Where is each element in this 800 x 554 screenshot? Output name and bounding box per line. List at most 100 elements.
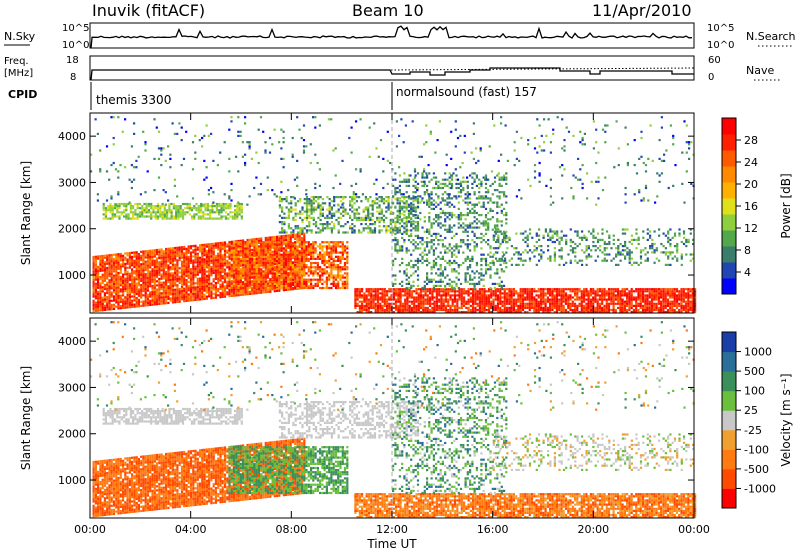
heatmap-cell xyxy=(253,252,256,255)
heatmap-cell xyxy=(285,282,288,285)
heatmap-cell xyxy=(372,294,375,297)
heatmap-cell xyxy=(515,311,518,314)
heatmap-cell xyxy=(553,306,556,309)
heatmap-cell xyxy=(300,241,304,244)
heatmap-cell xyxy=(232,257,236,260)
heatmap-cell xyxy=(212,255,215,258)
heatmap-cell xyxy=(287,234,290,237)
heatmap-cell xyxy=(200,211,203,214)
heatmap-cell xyxy=(483,294,486,297)
heatmap-cell xyxy=(201,298,204,301)
heatmap-cell xyxy=(119,298,122,301)
heatmap-cell xyxy=(472,292,475,295)
heatmap-cell xyxy=(151,301,154,304)
heatmap-cell xyxy=(355,210,358,213)
heatmap-cell xyxy=(236,205,239,208)
heatmap-cell xyxy=(158,279,161,283)
heatmap-cell xyxy=(196,294,199,297)
heatmap-cell xyxy=(371,218,374,222)
heatmap-cell xyxy=(260,291,263,294)
heatmap-cell xyxy=(316,253,319,256)
heatmap-cell xyxy=(244,257,247,260)
heatmap-cell xyxy=(174,278,177,281)
heatmap-cell xyxy=(106,258,109,261)
heatmap-cell xyxy=(158,302,161,305)
heatmap-cell xyxy=(175,217,178,220)
heatmap-cell xyxy=(296,256,299,259)
heatmap-cell xyxy=(226,276,229,279)
heatmap-cell xyxy=(278,275,281,278)
heatmap-cell xyxy=(316,280,319,283)
heatmap-cell xyxy=(467,290,470,293)
heatmap-cell xyxy=(319,286,322,290)
heatmap-cell xyxy=(444,298,447,301)
heatmap-cell xyxy=(282,249,285,252)
heatmap-cell xyxy=(237,268,240,271)
heatmap-cell xyxy=(282,257,285,260)
heatmap-cell xyxy=(333,198,336,201)
heatmap-cell xyxy=(223,243,227,246)
heatmap-cell xyxy=(285,286,288,290)
heatmap-cell xyxy=(185,293,188,296)
heatmap-cell xyxy=(248,278,251,281)
heatmap-cell xyxy=(438,300,441,303)
heatmap-cell xyxy=(228,253,231,256)
heatmap-cell xyxy=(246,249,249,252)
heatmap-cell xyxy=(412,206,415,209)
heatmap-cell xyxy=(230,253,233,256)
heatmap-cell xyxy=(339,261,342,265)
heatmap-cell xyxy=(165,264,168,267)
heatmap-cell xyxy=(197,209,200,212)
heatmap-cell xyxy=(140,271,143,274)
heatmap-cell xyxy=(203,268,206,271)
heatmap-cell xyxy=(237,254,240,257)
heatmap-cell xyxy=(165,277,168,280)
heatmap-cell xyxy=(158,292,161,295)
heatmap-cell xyxy=(324,227,327,230)
heatmap-cell xyxy=(150,207,153,210)
heatmap-cell xyxy=(262,247,265,250)
heatmap-cell xyxy=(108,297,111,301)
heatmap-cell xyxy=(142,281,145,284)
heatmap-cell xyxy=(246,241,249,244)
heatmap-cell xyxy=(180,260,184,263)
heatmap-cell xyxy=(269,278,272,281)
heatmap-cell xyxy=(162,289,165,292)
heatmap-cell xyxy=(223,274,227,277)
heatmap-cell xyxy=(380,210,383,213)
heatmap-cell xyxy=(389,229,392,232)
heatmap-cell xyxy=(316,255,319,258)
heatmap-cell xyxy=(285,198,288,201)
heatmap-cell xyxy=(160,281,163,284)
heatmap-cell xyxy=(405,200,408,203)
heatmap-cell xyxy=(287,255,290,258)
heatmap-cell xyxy=(535,306,538,309)
heatmap-cell xyxy=(530,292,534,295)
heatmap-cell xyxy=(353,196,356,199)
heatmap-cell xyxy=(185,254,188,257)
heatmap-cell xyxy=(269,284,272,287)
heatmap-cell xyxy=(412,208,415,211)
heatmap-cell xyxy=(365,308,368,312)
heatmap-cell xyxy=(419,290,423,293)
heatmap-cell xyxy=(449,308,452,312)
heatmap-cell xyxy=(187,268,190,271)
heatmap-cell xyxy=(209,211,212,214)
heatmap-cell xyxy=(282,247,285,250)
heatmap-cell xyxy=(146,266,150,269)
heatmap-cell xyxy=(99,303,102,306)
heatmap-cell xyxy=(343,286,347,290)
heatmap-cell xyxy=(553,311,556,314)
heatmap-cell xyxy=(312,286,315,290)
heatmap-cell xyxy=(442,300,445,303)
heatmap-cell xyxy=(346,221,349,224)
heatmap-cell xyxy=(163,211,166,214)
heatmap-cell xyxy=(567,296,570,299)
heatmap-cell xyxy=(94,270,97,273)
heatmap-cell xyxy=(367,200,370,203)
heatmap-cell xyxy=(92,266,95,269)
heatmap-cell xyxy=(232,255,236,258)
heatmap-cell xyxy=(97,272,100,275)
heatmap-cell xyxy=(238,207,241,210)
heatmap-cell xyxy=(323,251,326,254)
